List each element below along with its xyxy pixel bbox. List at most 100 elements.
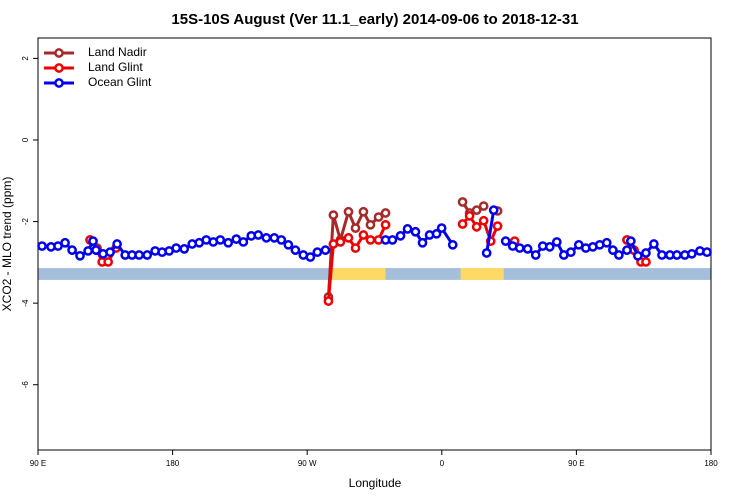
legend-label: Ocean Glint (88, 75, 152, 89)
legend-label: Land Glint (88, 60, 143, 74)
series-point (478, 201, 489, 211)
series-point (471, 205, 482, 215)
series-point (551, 237, 562, 247)
series-point (91, 245, 101, 255)
series-point (492, 221, 503, 231)
series-point (395, 230, 406, 241)
series-point (457, 219, 468, 229)
series-point (112, 239, 122, 249)
series-point (633, 250, 643, 261)
series-point (67, 245, 77, 255)
series-point (373, 212, 384, 222)
series-point (320, 245, 331, 255)
series-point (335, 237, 346, 247)
y-tick-label: -6 (21, 381, 30, 389)
series-point (105, 247, 115, 258)
series-point (622, 245, 632, 255)
series-point (431, 228, 442, 239)
x-axis-label: Longitude (349, 476, 402, 490)
series-point (410, 226, 421, 237)
series-point (649, 239, 659, 249)
series-point (171, 243, 182, 253)
series-point (365, 219, 376, 230)
series-point (544, 242, 555, 252)
series-point (417, 237, 428, 248)
series-point (83, 246, 93, 256)
y-tick-label: -4 (21, 299, 30, 307)
series-line (485, 209, 496, 254)
series-point (380, 208, 391, 218)
series-point (481, 248, 492, 258)
series-point (702, 247, 712, 258)
series-point (641, 248, 651, 258)
chart-title: 15S-10S August (Ver 11.1_early) 2014-09-… (171, 11, 578, 28)
series-point (457, 197, 468, 207)
land-patch (330, 268, 386, 280)
series-point (608, 245, 618, 255)
series-point (223, 237, 234, 248)
series-point (672, 250, 682, 260)
x-tick-label: 90 W (298, 459, 317, 468)
series-point (343, 233, 354, 243)
series-point (290, 245, 301, 255)
y-tick-label: 2 (21, 56, 30, 61)
series-point (75, 250, 85, 261)
y-axis-label: XCO2 - MLO trend (ppm) (0, 177, 14, 312)
series-point (60, 237, 70, 248)
x-tick-label: 90 E (30, 459, 46, 468)
series-point (312, 247, 323, 258)
series-point (380, 219, 391, 230)
series-point (641, 257, 651, 267)
series-point (488, 205, 499, 215)
series-point (687, 248, 697, 259)
x-tick-label: 180 (166, 459, 180, 468)
x-tick-label: 180 (704, 459, 718, 468)
series-point (436, 223, 447, 233)
series-point (530, 250, 541, 260)
series-point (215, 235, 226, 245)
series-point (471, 222, 482, 232)
series-point (88, 236, 98, 246)
series-point (478, 215, 489, 226)
series-point (358, 230, 369, 240)
series-point (134, 250, 144, 260)
series-point (276, 235, 287, 245)
series-point (500, 236, 511, 246)
series-point (657, 250, 667, 260)
series-point (350, 223, 361, 233)
x-tick-label: 0 (440, 459, 445, 468)
series-point (514, 243, 525, 253)
x-tick-label: 90 E (568, 459, 584, 468)
legend-marker (54, 48, 64, 58)
series-point (566, 247, 576, 258)
series-point (625, 236, 636, 246)
series-point (447, 239, 458, 250)
series-point (387, 235, 398, 245)
series-point (343, 206, 354, 217)
series-point (464, 211, 475, 221)
series-point (614, 250, 624, 260)
series-point (238, 237, 249, 247)
series-point (328, 210, 339, 220)
y-tick-label: -2 (21, 217, 30, 225)
legend-marker (54, 63, 64, 73)
legend-label: Land Nadir (88, 45, 147, 59)
series-point (253, 230, 264, 240)
y-tick-label: 0 (21, 137, 30, 142)
series-point (402, 224, 413, 234)
series-point (179, 244, 190, 254)
series-point (601, 237, 612, 248)
series-point (365, 235, 376, 245)
legend-marker (54, 78, 64, 88)
series-point (103, 257, 113, 267)
land-patch (460, 268, 504, 280)
series-point (522, 244, 533, 254)
series-point (142, 250, 153, 260)
series-point (37, 241, 47, 251)
series-point (283, 239, 294, 250)
series-point (261, 233, 272, 243)
series-point (323, 296, 334, 306)
series-point (358, 206, 369, 217)
series-point (305, 252, 316, 262)
series-point (350, 243, 361, 253)
